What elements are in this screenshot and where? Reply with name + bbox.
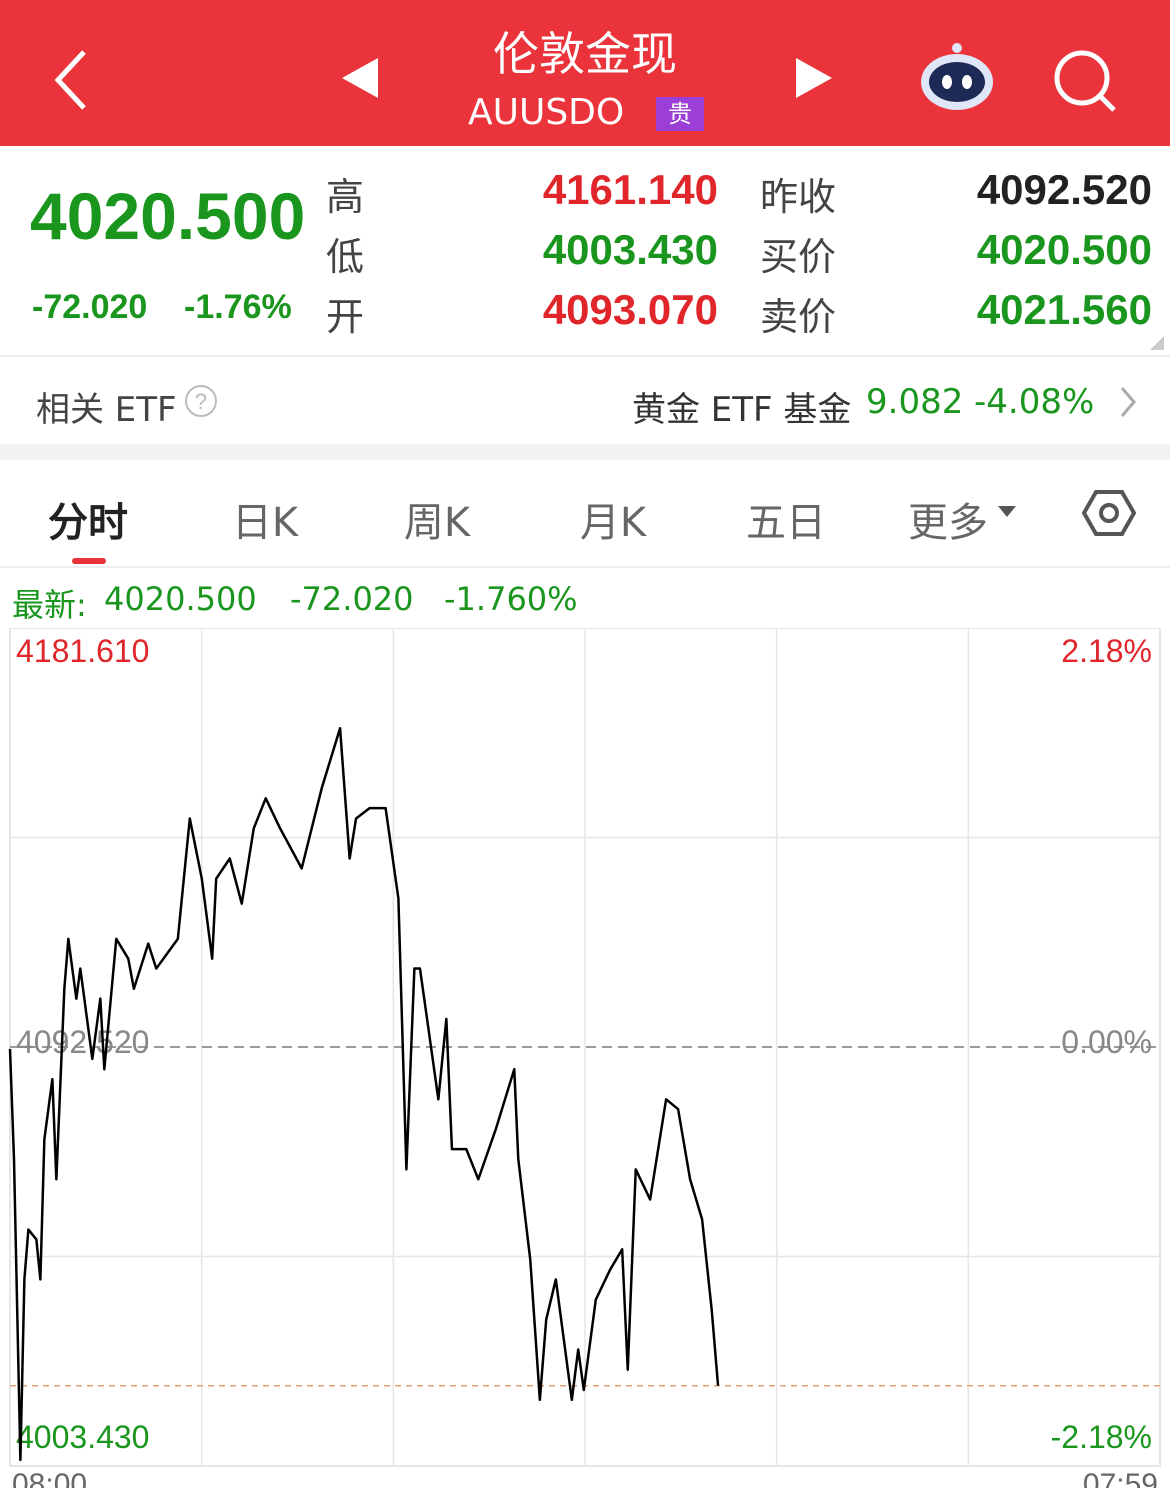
etf-change: -4.08% xyxy=(974,382,1095,422)
tab[interactable]: 周K xyxy=(403,500,471,546)
divider xyxy=(0,355,1170,357)
etf-name[interactable]: 黄金 ETF 基金 xyxy=(632,390,852,430)
etf-price: 9.082 xyxy=(866,382,964,422)
row-label2: 卖价 xyxy=(760,295,837,339)
row-value: 4003.430 xyxy=(542,226,718,273)
price: 4020.500 xyxy=(30,179,306,253)
etf-label: 相关 ETF xyxy=(36,390,177,430)
tab[interactable]: 更多 xyxy=(908,500,988,546)
dropdown-arrow xyxy=(998,506,1016,517)
row-value2: 4092.520 xyxy=(976,166,1152,213)
row-value2: 4021.560 xyxy=(976,286,1152,333)
settings-button[interactable] xyxy=(1082,488,1136,538)
change-pct: -1.76% xyxy=(184,288,292,326)
x-tick-label: 08:00 xyxy=(12,1468,87,1488)
next-button[interactable] xyxy=(796,58,832,98)
y-tick-label: 4181.610 xyxy=(16,633,149,669)
y-tick-label: 4003.430 xyxy=(16,1419,149,1455)
latest-pct: -1.760% xyxy=(444,580,578,618)
divider xyxy=(0,566,1170,568)
svg-text:?: ? xyxy=(195,389,207,414)
code: AUUSDO xyxy=(468,92,625,133)
row-label: 高 xyxy=(326,175,365,219)
price-line xyxy=(8,726,720,1462)
help-icon[interactable]: ? xyxy=(184,384,218,418)
latest-price: 4020.500 xyxy=(104,580,257,618)
badge: 贵 xyxy=(656,97,704,131)
section-gap xyxy=(0,444,1170,460)
intraday-chart: 4181.610 4092.520 4003.430 2.18% 0.00% -2.18%… xyxy=(8,628,1161,1488)
header: 伦敦金现 AUUSDO 贵 xyxy=(0,0,1170,146)
title: 伦敦金现 xyxy=(493,27,677,81)
search-button[interactable] xyxy=(1052,48,1118,114)
latest-label: 最新: xyxy=(12,586,87,624)
corner-mark xyxy=(1150,336,1164,350)
row-label: 低 xyxy=(326,235,365,279)
x-tick-label: 07:59 xyxy=(1083,1468,1158,1488)
tab[interactable]: 分时 xyxy=(48,500,128,546)
change: -72.020 xyxy=(32,288,148,326)
tab[interactable]: 五日 xyxy=(746,500,826,546)
row-label2: 昨收 xyxy=(760,175,837,219)
y2-tick-label: -2.18% xyxy=(1051,1419,1152,1455)
y2-tick-label: 2.18% xyxy=(1061,633,1152,669)
tab-underline xyxy=(72,558,106,564)
back-button[interactable] xyxy=(50,48,90,112)
row-value2: 4020.500 xyxy=(976,226,1152,273)
row-value: 4161.140 xyxy=(542,166,718,213)
latest-change: -72.020 xyxy=(290,580,414,618)
robot-icon[interactable] xyxy=(918,40,996,112)
y-tick-label: 4092.520 xyxy=(16,1024,149,1060)
tab[interactable]: 日K xyxy=(231,500,299,546)
row-label2: 买价 xyxy=(760,235,837,279)
prev-button[interactable] xyxy=(342,58,378,98)
row-value: 4093.070 xyxy=(542,286,718,333)
y2-tick-label: 0.00% xyxy=(1061,1024,1152,1060)
row-label: 开 xyxy=(326,295,365,339)
tab[interactable]: 月K xyxy=(579,500,647,546)
etf-arrow[interactable] xyxy=(1118,386,1138,418)
